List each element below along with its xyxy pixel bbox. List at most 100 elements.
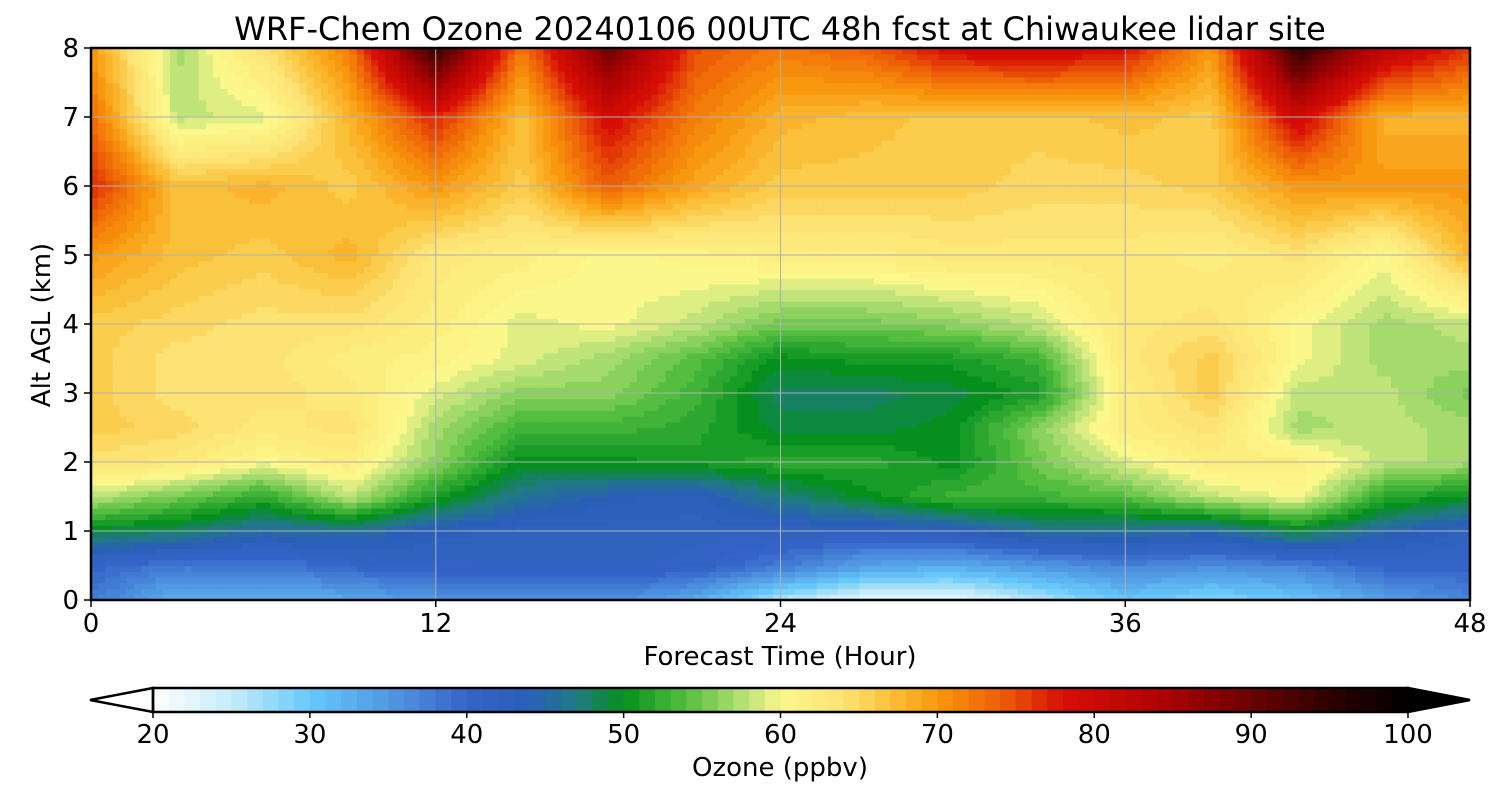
contour-cell	[938, 525, 947, 532]
contour-cell	[1347, 502, 1356, 509]
contour-cell	[586, 462, 595, 469]
contour-cell	[141, 559, 150, 567]
contour-cell	[306, 485, 315, 492]
contour-cell	[1347, 467, 1356, 475]
contour-cell	[550, 467, 559, 475]
contour-cell	[809, 519, 818, 526]
contour-cell	[464, 467, 473, 475]
contour-cell	[1031, 531, 1040, 538]
contour-cell	[299, 525, 308, 532]
contour-cell	[1441, 536, 1450, 544]
contour-cell	[1003, 467, 1011, 475]
contour-cell	[493, 462, 501, 469]
contour-cell	[557, 588, 566, 595]
contour-cell	[701, 582, 710, 590]
contour-cell	[1276, 536, 1284, 544]
contour-cell	[600, 531, 609, 538]
contour-cell	[593, 588, 602, 595]
contour-cell	[234, 485, 243, 492]
contour-cell	[1218, 502, 1227, 509]
contour-cell	[550, 565, 559, 572]
contour-cell	[1125, 456, 1134, 463]
contour-cell	[98, 444, 106, 452]
contour-cell	[220, 565, 229, 572]
contour-cell	[328, 496, 336, 503]
contour-cell	[471, 536, 480, 544]
contour-cell	[435, 473, 444, 480]
contour-cell	[1218, 531, 1227, 538]
contour-cell	[1283, 536, 1292, 544]
contour-cell	[421, 479, 430, 486]
contour-cell	[866, 450, 875, 457]
contour-cell	[960, 542, 968, 549]
contour-cell	[988, 456, 997, 463]
contour-cell	[112, 456, 121, 463]
contour-cell	[1204, 571, 1213, 578]
contour-cell	[385, 467, 394, 475]
contour-cell	[1031, 490, 1040, 498]
contour-cell	[1168, 519, 1177, 526]
contour-cell	[608, 485, 616, 492]
contour-cell	[284, 462, 293, 469]
contour-cell	[1247, 508, 1256, 515]
contour-cell	[162, 525, 171, 532]
contour-cell	[1347, 508, 1356, 515]
contour-cell	[586, 559, 595, 567]
contour-cell	[952, 548, 961, 555]
contour-cell	[866, 508, 875, 515]
contour-cell	[177, 467, 185, 475]
contour-cell	[1074, 571, 1083, 578]
contour-cell	[1369, 525, 1378, 532]
contour-cell	[916, 577, 925, 584]
contour-cell	[1046, 462, 1055, 469]
contour-cell	[471, 525, 480, 532]
contour-cell	[220, 473, 229, 480]
contour-cell	[91, 588, 99, 595]
contour-cell	[1168, 536, 1177, 544]
contour-cell	[1039, 565, 1047, 572]
contour-cell	[615, 588, 624, 595]
contour-cell	[1398, 559, 1406, 567]
contour-cell	[198, 485, 207, 492]
contour-cell	[1053, 577, 1062, 584]
contour-cell	[407, 531, 415, 538]
contour-cell	[112, 485, 121, 492]
contour-cell	[213, 450, 221, 457]
contour-cell	[335, 594, 343, 601]
contour-cell	[306, 508, 315, 515]
contour-cell	[177, 582, 185, 590]
contour-cell	[608, 496, 616, 503]
contour-cell	[744, 513, 753, 521]
contour-cell	[1462, 542, 1471, 549]
contour-cell	[1096, 565, 1105, 572]
contour-cell	[1024, 467, 1033, 475]
contour-cell	[809, 473, 818, 480]
contour-cell	[1024, 577, 1033, 584]
contour-cell	[457, 548, 466, 555]
contour-cell	[1405, 536, 1414, 544]
contour-cell	[1089, 565, 1098, 572]
contour-cell	[1204, 485, 1213, 492]
contour-cell	[471, 479, 480, 486]
contour-cell	[1046, 467, 1055, 475]
contour-cell	[679, 548, 688, 555]
contour-cell	[902, 450, 911, 457]
contour-cell	[708, 594, 717, 601]
contour-cell	[514, 571, 523, 578]
contour-cell	[658, 485, 667, 492]
contour-cell	[593, 467, 602, 475]
contour-cell	[464, 542, 473, 549]
contour-cell	[952, 582, 961, 590]
contour-cell	[916, 559, 925, 567]
contour-cell	[708, 490, 717, 498]
contour-cell	[852, 588, 861, 595]
contour-cell	[672, 531, 681, 538]
contour-cell	[945, 582, 954, 590]
contour-cell	[1441, 496, 1450, 503]
contour-cell	[148, 531, 157, 538]
contour-cell	[1103, 467, 1112, 475]
contour-cell	[213, 479, 221, 486]
contour-cell	[931, 531, 940, 538]
contour-cell	[148, 577, 157, 584]
contour-cell	[629, 594, 638, 601]
